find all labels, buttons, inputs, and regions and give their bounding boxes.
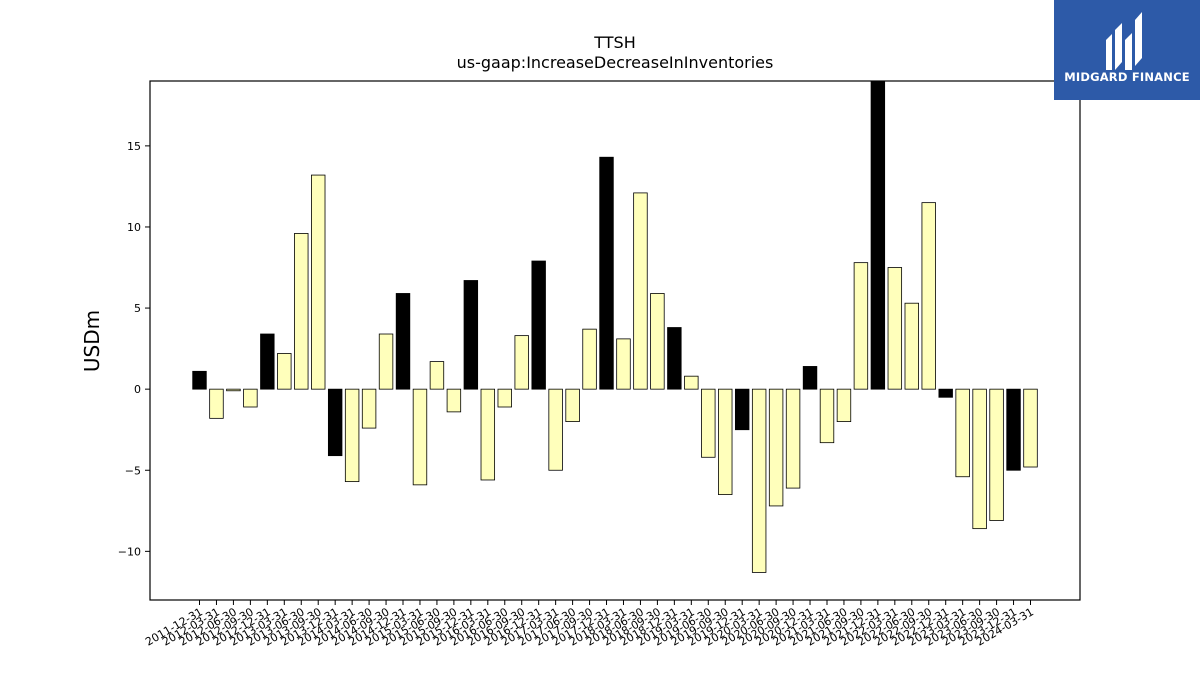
chart-title: TTSH [593, 33, 635, 52]
bar-2013-09-30 [311, 174, 326, 390]
bar-2014-12-31 [395, 293, 411, 390]
bars-group [192, 81, 1038, 573]
bar-2019-03-31 [684, 375, 699, 390]
bar-2023-12-31 [1006, 388, 1021, 471]
bar-2016-12-31 [531, 260, 546, 390]
bar-2011-12-31 [192, 370, 207, 390]
bar-2017-03-31 [548, 388, 563, 471]
plot-frame [149, 80, 1081, 601]
bar-2021-09-30 [853, 262, 869, 390]
y-tick-label: 10 [127, 221, 141, 234]
bar-2017-09-30 [582, 328, 597, 390]
bar-2020-03-31 [751, 388, 767, 573]
bar-2023-06-30 [972, 388, 987, 530]
x-axis: 2011-12-312012-03-312012-06-302012-09-30… [143, 600, 1036, 649]
bar-2024-03-31 [1023, 388, 1038, 468]
bar-2015-12-31 [463, 280, 479, 390]
bar-2016-03-31 [480, 388, 496, 481]
bar-2020-12-31 [802, 366, 818, 390]
brand-name: MIDGARD FINANCE [1064, 70, 1190, 84]
bar-2020-09-30 [785, 388, 801, 489]
bar-2012-06-30 [226, 388, 241, 392]
bar-2019-09-30 [718, 388, 733, 495]
bar-2012-03-31 [209, 388, 224, 419]
y-tick-label: 0 [134, 383, 141, 396]
bar-2013-03-31 [277, 353, 292, 390]
bar-2014-03-31 [344, 388, 360, 483]
bar-2022-03-31 [887, 267, 903, 390]
chart-subtitle: us-gaap:IncreaseDecreaseInInventories [457, 53, 774, 72]
bar-2023-03-31 [955, 388, 970, 478]
bar-2016-09-30 [514, 335, 529, 390]
bar-2022-06-30 [904, 302, 919, 390]
bar-2012-09-30 [243, 388, 258, 408]
bar-2019-12-31 [734, 388, 750, 431]
bar-2020-06-30 [768, 388, 784, 507]
bar-2013-12-31 [327, 388, 343, 457]
bar-2019-06-30 [701, 388, 716, 458]
logo-mark-icon [1106, 12, 1142, 70]
bar-2017-12-31 [599, 156, 614, 390]
bar-2015-09-30 [446, 388, 462, 413]
bar-2021-03-31 [819, 388, 835, 444]
bar-2018-09-30 [650, 293, 665, 390]
y-tick-label: −5 [125, 464, 141, 477]
brand-logo: MIDGARD FINANCE [1054, 0, 1200, 100]
bar-2017-06-30 [565, 388, 580, 423]
bar-2014-06-30 [361, 388, 377, 429]
y-tick-label: 5 [134, 302, 141, 315]
bar-2014-09-30 [378, 333, 394, 390]
bar-2016-06-30 [497, 388, 512, 408]
bar-2018-06-30 [633, 192, 648, 390]
bar-2018-03-31 [616, 338, 631, 390]
bar-2018-12-31 [667, 327, 682, 390]
bar-2021-06-30 [836, 388, 852, 423]
bar-2015-06-30 [429, 361, 445, 390]
y-axis: −10 −5 0 5 10 15 [118, 140, 150, 558]
bar-2022-09-30 [921, 202, 936, 390]
bar-2012-12-31 [260, 333, 275, 390]
bar-2022-12-31 [938, 388, 953, 398]
bar-2023-09-30 [989, 388, 1004, 521]
y-tick-label: 15 [127, 140, 141, 153]
y-axis-label: USDm [80, 310, 104, 372]
y-tick-label: −10 [118, 545, 141, 558]
bar-2013-06-30 [294, 233, 309, 390]
bar-2021-12-31 [870, 81, 886, 390]
bar-2015-03-31 [412, 388, 428, 486]
